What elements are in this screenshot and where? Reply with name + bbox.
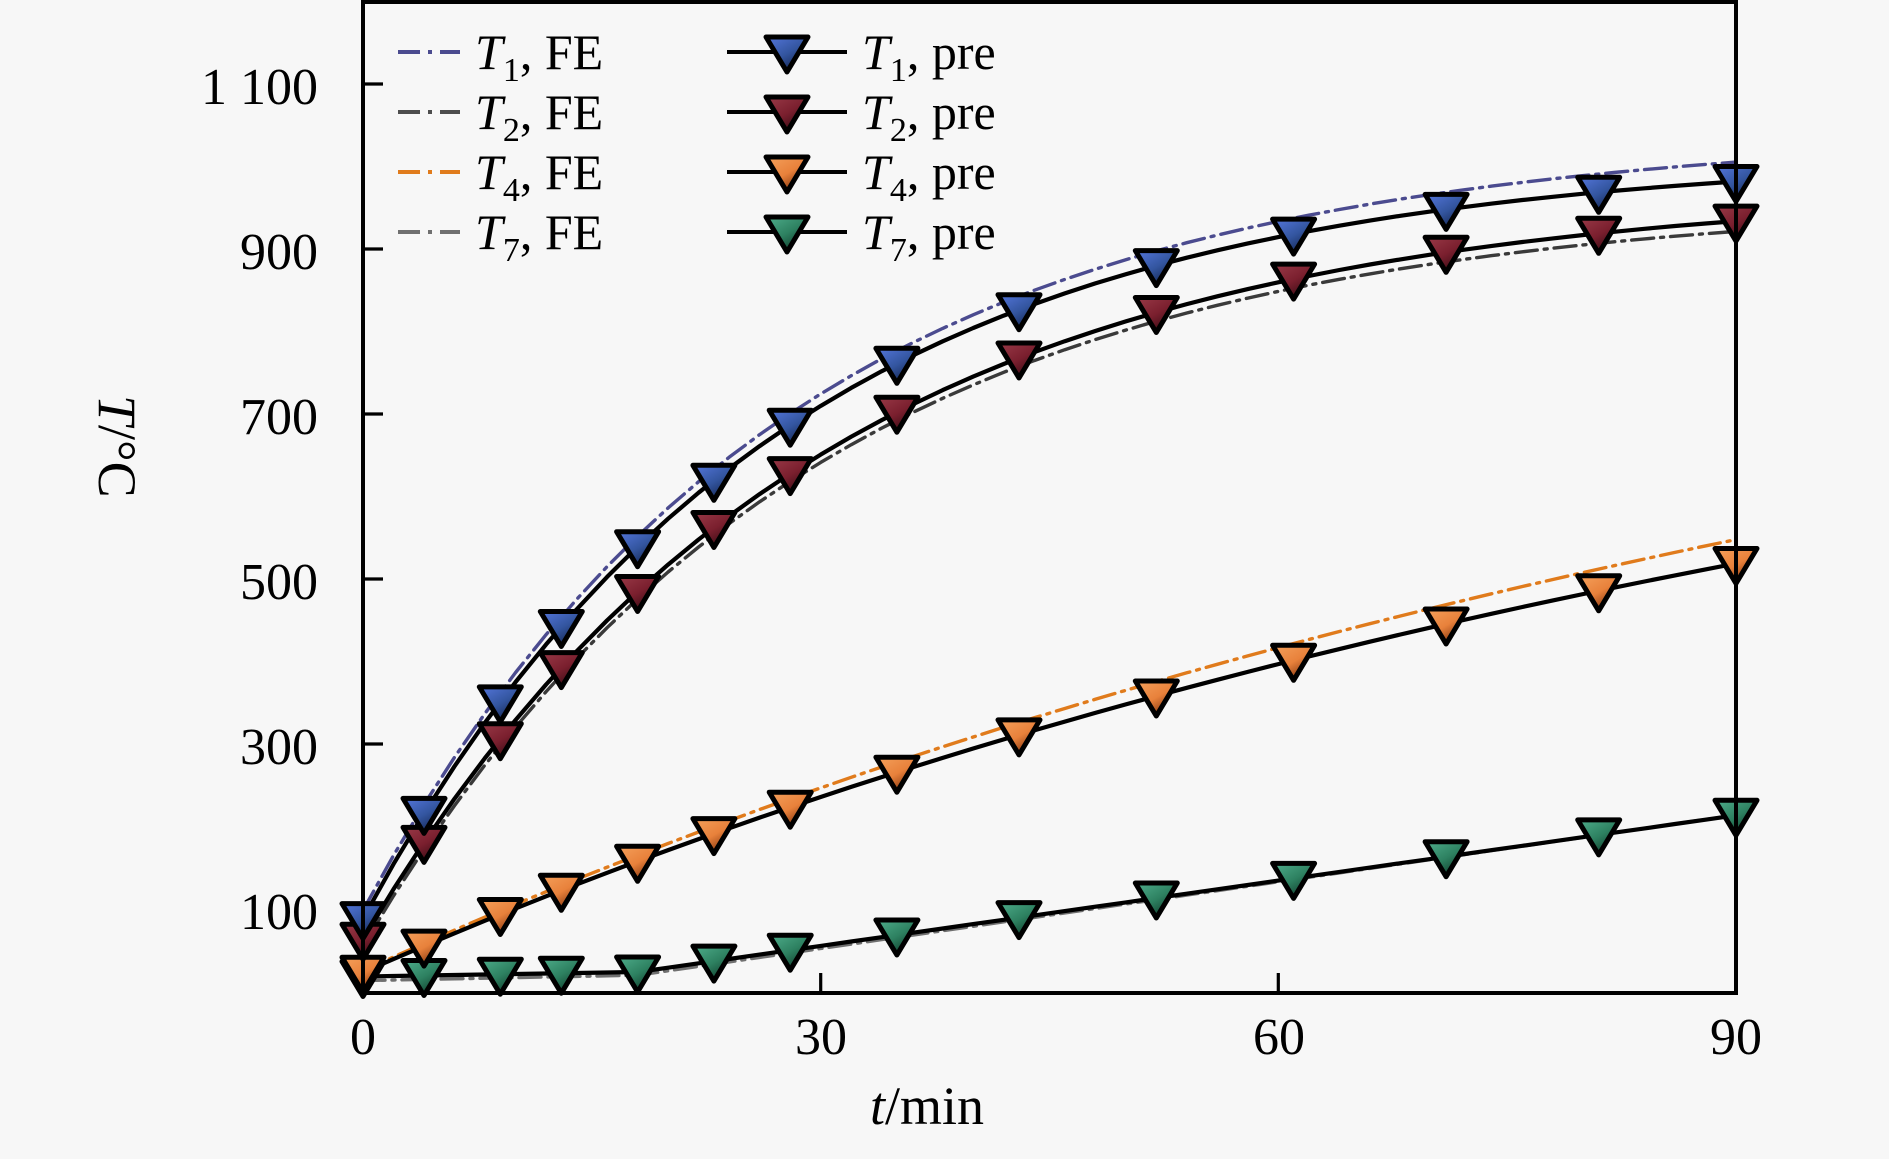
svg-text:T2, FE: T2, FE [475, 84, 603, 149]
svg-text:T2, pre: T2, pre [862, 84, 996, 149]
svg-text:T7, FE: T7, FE [475, 204, 603, 269]
svg-text:T7, pre: T7, pre [862, 204, 996, 269]
svg-text:T4, FE: T4, FE [475, 144, 603, 209]
svg-text:T4, pre: T4, pre [862, 144, 996, 209]
svg-text:T1, FE: T1, FE [475, 24, 603, 89]
svg-text:T1, pre: T1, pre [862, 24, 996, 89]
